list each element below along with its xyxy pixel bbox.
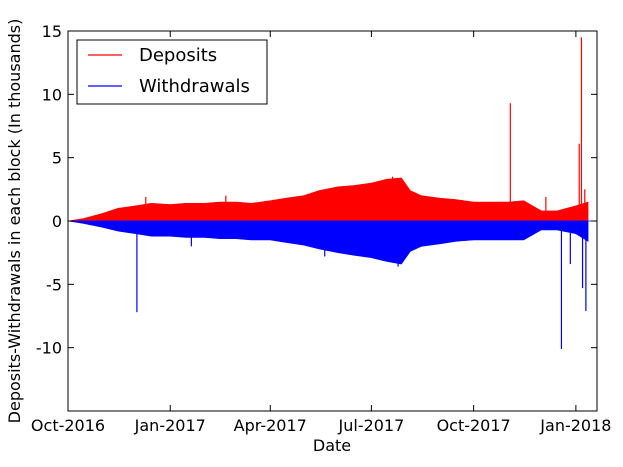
- y-tick-label-4: -5: [46, 275, 62, 294]
- x-tick-label-4: Oct-2017: [437, 416, 511, 435]
- y-tick-label-0: 15: [42, 22, 62, 41]
- legend-box: [76, 39, 268, 105]
- x-tick-label-2: Apr-2017: [234, 416, 307, 435]
- series-withdrawals-area: [67, 220, 589, 265]
- y-tick-label-1: 10: [42, 85, 62, 104]
- y-tick-label-5: -10: [36, 339, 62, 358]
- legend: Deposits Withdrawals: [76, 39, 268, 105]
- series-deposits-area: [67, 177, 589, 222]
- legend-label-withdrawals: Withdrawals: [139, 76, 250, 97]
- ticks: 15 10 5 0 -5 -10 Oct-2016 Jan-2017 Apr-2017 Jul-2…: [31, 22, 612, 435]
- x-tick-label-3: Jul-2017: [337, 416, 404, 435]
- legend-label-deposits: Deposits: [139, 45, 217, 66]
- x-tick-label-1: Jan-2017: [134, 416, 206, 435]
- x-axis-label: Date: [313, 436, 351, 455]
- x-tick-label-5: Jan-2018: [539, 416, 611, 435]
- y-tick-label-2: 5: [52, 149, 62, 168]
- x-tick-label-0: Oct-2016: [31, 416, 105, 435]
- y-tick-label-3: 0: [52, 212, 62, 231]
- plot-area: [67, 37, 597, 349]
- y-axis-label: Deposits-Withdrawals in each block (In t…: [5, 19, 24, 424]
